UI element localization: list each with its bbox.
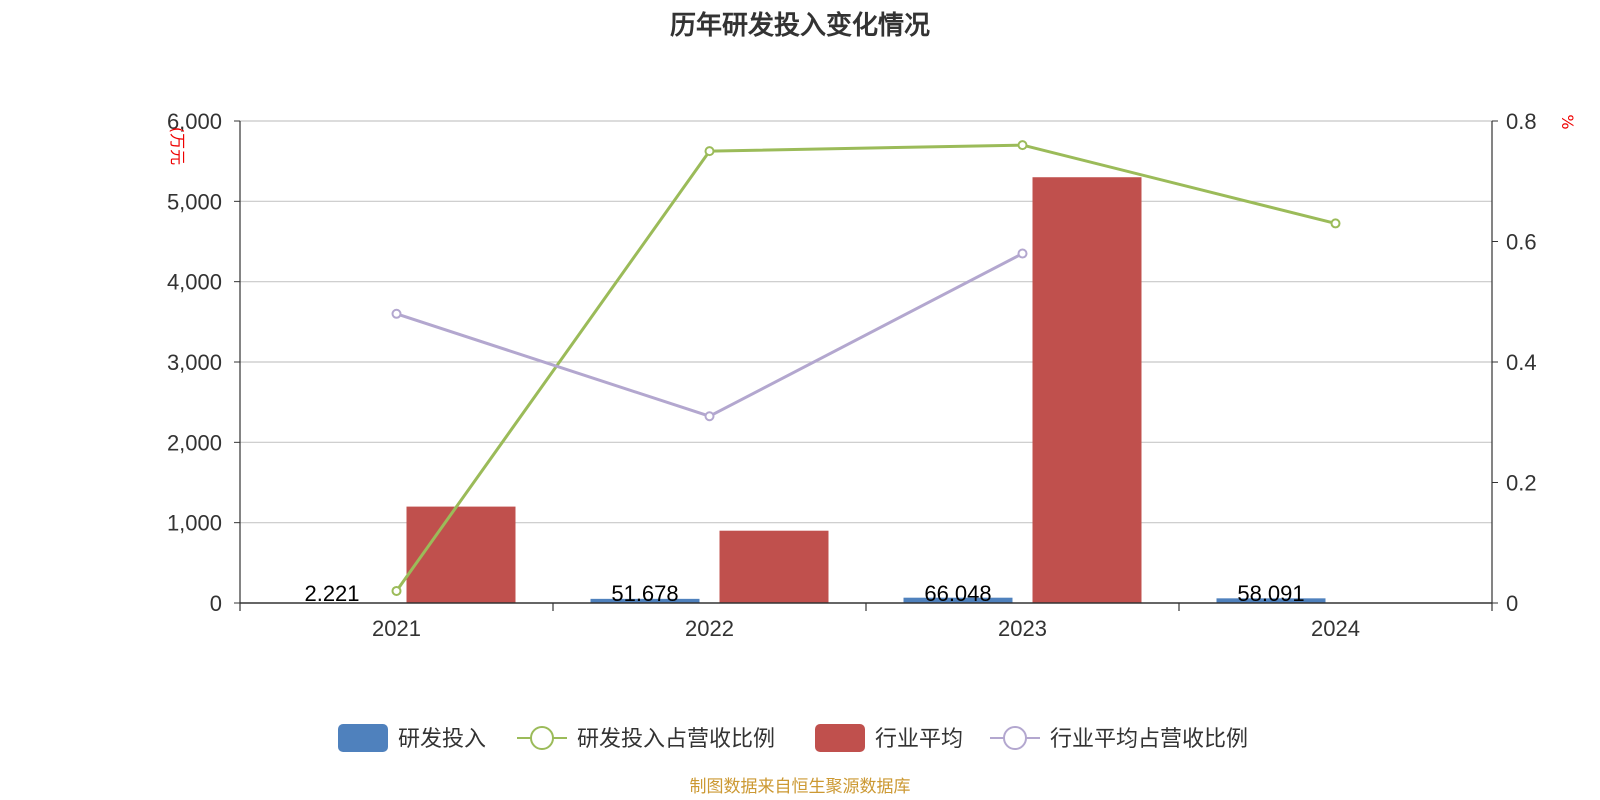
legend-label: 研发投入占营收比例 xyxy=(577,727,775,752)
x-axis-label: 2021 xyxy=(372,616,421,641)
left-axis-tick-label: 4,000 xyxy=(167,270,222,295)
line-point xyxy=(1017,248,1028,259)
bar-value-label: 58.091 xyxy=(1237,581,1304,606)
chart-title: 历年研发投入变化情况 xyxy=(670,10,930,41)
bar-value-label: 66.048 xyxy=(924,581,991,606)
left-axis-unit: (万元 xyxy=(168,127,187,165)
line-point xyxy=(1330,218,1341,229)
legend-label: 行业平均占营收比例 xyxy=(1050,727,1248,752)
legend-label: 行业平均 xyxy=(875,727,963,752)
x-axis-label: 2023 xyxy=(998,616,1047,641)
left-axis-tick-label: 1,000 xyxy=(167,511,222,536)
line-point xyxy=(704,411,715,422)
bar xyxy=(1216,598,1326,603)
right-axis-tick-label: 0.4 xyxy=(1506,350,1537,375)
bar xyxy=(590,598,700,603)
x-axis-label: 2024 xyxy=(1311,616,1360,641)
left-axis-tick-label: 3,000 xyxy=(167,350,222,375)
legend-swatch xyxy=(338,724,388,752)
bar xyxy=(719,530,829,603)
right-axis-tick-label: 0 xyxy=(1506,591,1518,616)
bars xyxy=(277,177,1326,603)
legend-marker xyxy=(530,726,554,750)
line-point xyxy=(1017,140,1028,151)
series-line xyxy=(396,252,1024,418)
right-axis-tick-label: 0.6 xyxy=(1506,230,1537,255)
legend: 研发投入 研发投入占营收比例 行业平均 行业平均占营收比例 xyxy=(338,724,1248,752)
right-axis-tick-label: 0.8 xyxy=(1506,109,1537,134)
gridlines xyxy=(240,120,1492,524)
left-axis-tick-label: 6,000 xyxy=(167,109,222,134)
bar xyxy=(406,506,516,603)
left-axis-tick-label: 0 xyxy=(210,591,222,616)
right-axis-unit: % xyxy=(1558,114,1577,129)
bar-value-label: 51.678 xyxy=(611,581,678,606)
left-axis-tick-label: 5,000 xyxy=(167,189,222,214)
line-point xyxy=(391,308,402,319)
data-labels: 2.221 51.678 66.048 58.091 xyxy=(304,581,1304,606)
left-axis-tick-label: 2,000 xyxy=(167,430,222,455)
x-axis-label: 2022 xyxy=(685,616,734,641)
series-line xyxy=(395,143,1336,592)
line-point xyxy=(391,585,402,596)
source-note: 制图数据来自恒生聚源数据库 xyxy=(690,777,911,797)
right-axis-tick-label: 0.2 xyxy=(1506,471,1537,496)
bar-value-label: 2.221 xyxy=(304,581,359,606)
bar xyxy=(1032,177,1142,603)
legend-swatch xyxy=(815,724,865,752)
line-point xyxy=(704,146,715,157)
axes: 0 1,000 2,000 3,000 4,000 5,000 6,000 0 0.2 0.4 0.… xyxy=(167,109,1537,641)
lines xyxy=(391,140,1341,596)
legend-marker xyxy=(1003,726,1027,750)
bar xyxy=(903,597,1013,603)
legend-label: 研发投入 xyxy=(398,727,486,752)
